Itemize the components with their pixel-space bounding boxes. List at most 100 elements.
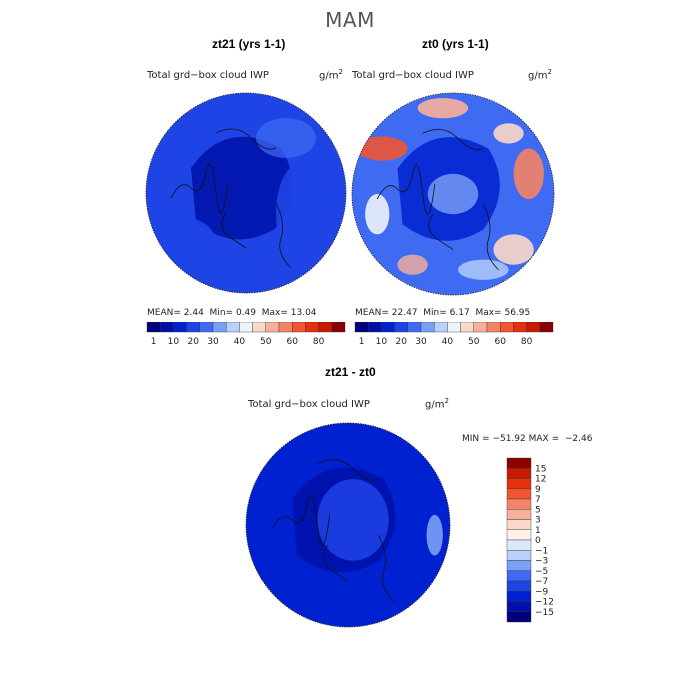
panel1-units: g/m2 xyxy=(319,68,343,82)
panel3-polar-map xyxy=(245,422,451,628)
colorbar-tick-label: 30 xyxy=(415,337,427,347)
colorbar-swatch xyxy=(506,468,532,479)
colorbar-tick-label: 60 xyxy=(286,337,298,347)
panel3-variable-label: Total grd−box cloud IWP xyxy=(248,399,370,410)
colorbar-swatch xyxy=(407,322,422,333)
panel3-units: g/m2 xyxy=(425,397,449,411)
colorbar-tick-label: 60 xyxy=(494,337,506,347)
colorbar-tick-label: 12 xyxy=(535,475,546,485)
colorbar-swatch xyxy=(146,322,161,333)
map-field-patch xyxy=(357,136,408,161)
colorbar-swatch xyxy=(225,322,240,333)
panel2-units: g/m2 xyxy=(528,68,552,82)
map-field-patch xyxy=(427,173,479,215)
colorbar-swatch xyxy=(473,322,488,333)
map-field-patch xyxy=(365,194,390,235)
colorbar-tick-label: 15 xyxy=(535,464,546,474)
colorbar-swatch xyxy=(506,478,532,489)
colorbar-swatch xyxy=(499,322,514,333)
map-field-core xyxy=(191,136,293,240)
panel1-stats: MEAN= 2.44 Min= 0.49 Max= 13.04 xyxy=(147,308,317,318)
page-title: MAM xyxy=(325,8,375,32)
colorbar-swatch xyxy=(394,322,408,333)
colorbar-tick-label: −5 xyxy=(535,567,548,577)
colorbar-swatch xyxy=(239,322,253,333)
colorbar-swatch xyxy=(265,322,280,333)
colorbar-swatch xyxy=(199,322,214,333)
colorbar-swatch xyxy=(367,322,382,333)
colorbar-tick-label: −12 xyxy=(535,598,554,608)
colorbar-tick-label: 20 xyxy=(187,337,199,347)
map-field-patch xyxy=(276,163,326,263)
colorbar-tick-label: 7 xyxy=(535,495,541,505)
map-field-patch xyxy=(493,234,534,265)
colorbar-swatch xyxy=(506,457,532,469)
panel3-minmax: MIN = −51.92 MAX = −2.46 xyxy=(462,434,593,444)
map-coastlines xyxy=(170,128,292,269)
colorbar-swatch xyxy=(539,322,554,333)
panel2-stats: MEAN= 22.47 Min= 6.17 Max= 56.95 xyxy=(355,308,531,318)
colorbar-tick-label: 20 xyxy=(395,337,407,347)
colorbar-swatch xyxy=(331,322,346,333)
map-field-patch xyxy=(251,530,282,582)
colorbar-tick-label: −9 xyxy=(535,587,549,597)
panel1-colorbar: 1 10 20 30 40 50 60 80 xyxy=(146,322,346,347)
colorbar-swatch xyxy=(506,570,532,582)
colorbar-tick-label: 40 xyxy=(234,337,246,347)
colorbar-swatch xyxy=(506,560,532,571)
colorbar-swatch xyxy=(506,488,532,500)
colorbar-swatch xyxy=(513,322,527,333)
map-field-patch xyxy=(426,514,443,556)
panel1-variable-label: Total grd−box cloud IWP xyxy=(147,70,269,81)
colorbar-tick-label: 80 xyxy=(313,337,325,347)
map-field-patch xyxy=(256,118,316,158)
map-field-patch xyxy=(317,479,389,561)
colorbar-tick-label: −1 xyxy=(535,546,548,556)
colorbar-swatch xyxy=(212,322,227,333)
colorbar-swatch xyxy=(506,601,532,612)
colorbar-swatch xyxy=(291,322,306,333)
colorbar-swatch xyxy=(252,322,266,333)
colorbar-tick-label: 10 xyxy=(168,337,180,347)
colorbar-tick-label: 40 xyxy=(442,337,454,347)
colorbar-tick-label: 9 xyxy=(535,485,541,495)
colorbar-tick-label: 50 xyxy=(260,337,272,347)
colorbar-swatch xyxy=(381,322,395,333)
colorbar-tick-label: 0 xyxy=(535,536,541,546)
colorbar-tick-label: 30 xyxy=(207,337,219,347)
colorbar-swatch xyxy=(433,322,448,333)
colorbar-swatch xyxy=(506,539,532,551)
colorbar-swatch xyxy=(278,322,293,333)
map-field-patch xyxy=(397,254,428,275)
map-field-patch xyxy=(493,123,524,144)
colorbar-swatch xyxy=(506,509,532,520)
colorbar-swatch xyxy=(506,498,532,510)
map-rim xyxy=(351,92,555,296)
colorbar-tick-label: −15 xyxy=(535,608,554,618)
colorbar-tick-label: 1 xyxy=(535,526,541,536)
colorbar-swatch xyxy=(486,322,501,333)
map-field-patch xyxy=(513,148,544,200)
colorbar-swatch xyxy=(173,322,187,333)
colorbar-swatch xyxy=(420,322,435,333)
map-rim xyxy=(245,422,451,628)
map-field-patch xyxy=(458,259,509,280)
colorbar-tick-label: 10 xyxy=(376,337,388,347)
colorbar-tick-label: 80 xyxy=(521,337,533,347)
colorbar-tick-label: 3 xyxy=(535,516,541,526)
colorbar-swatch xyxy=(354,322,369,333)
colorbar-tick-label: 50 xyxy=(468,337,480,347)
colorbar-swatch xyxy=(159,322,174,333)
colorbar-swatch xyxy=(305,322,319,333)
colorbar-tick-label: −3 xyxy=(535,557,548,567)
map-field-patch xyxy=(417,98,469,119)
colorbar-tick-label: 1 xyxy=(359,337,365,347)
panel2-title: zt0 (yrs 1-1) xyxy=(422,37,489,51)
colorbar-swatch xyxy=(506,591,532,602)
colorbar-tick-label: −7 xyxy=(535,577,548,587)
colorbar-swatch xyxy=(506,580,532,592)
colorbar-swatch xyxy=(460,322,474,333)
colorbar-swatch xyxy=(526,322,541,333)
colorbar-swatch xyxy=(506,529,532,541)
